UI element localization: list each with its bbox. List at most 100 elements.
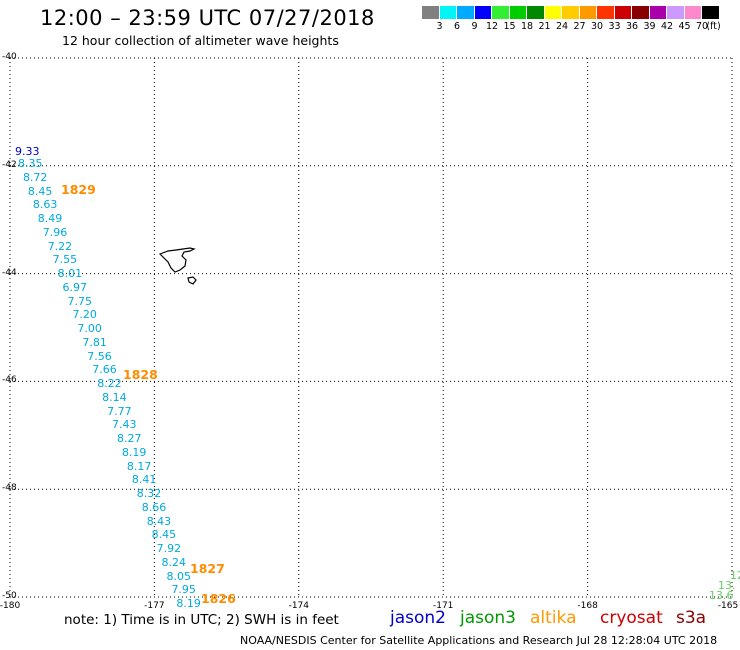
wave-height-value: 7.55 xyxy=(52,253,78,267)
colorbar-swatch xyxy=(649,6,667,19)
wave-height-value: 8.22 xyxy=(97,377,122,390)
time-label: 1826 xyxy=(201,591,236,606)
wave-height-value: 7.00 xyxy=(77,322,102,335)
wave-height-value: 8.32 xyxy=(136,487,162,500)
colorbar-label: 24 xyxy=(555,21,569,32)
colorbar-swatch xyxy=(632,6,650,19)
map-subtitle: 12 hour collection of altimeter wave hei… xyxy=(62,33,339,48)
colorbar-label: 12 xyxy=(485,21,499,32)
longitude-label: -168 xyxy=(577,601,598,611)
latitude-label: -42 xyxy=(2,159,17,170)
colorbar-label: 30 xyxy=(590,21,604,32)
colorbar-label: 15 xyxy=(503,21,516,32)
wave-height-value: 8.24 xyxy=(161,555,187,569)
wave-height-colorbar xyxy=(422,6,720,19)
graticule-grid xyxy=(9,57,733,598)
colorbar-swatch xyxy=(562,6,580,19)
colorbar-swatch xyxy=(474,6,492,19)
wave-height-value: 7.96 xyxy=(42,225,68,239)
wave-height-value: 8.17 xyxy=(126,459,152,473)
wave-height-value: 8.45 xyxy=(151,528,177,542)
longitude-label: -174 xyxy=(288,601,310,611)
wave-height-value: 8.41 xyxy=(131,473,157,487)
wave-height-value: 7.81 xyxy=(82,335,107,349)
colorbar-label: 36 xyxy=(625,21,639,32)
wave-height-value: 8.49 xyxy=(37,212,63,225)
colorbar-swatch xyxy=(667,6,685,19)
note-text: note: 1) Time is in UTC; 2) SWH is in fe… xyxy=(64,612,339,628)
colorbar-label: 9 xyxy=(471,21,478,32)
satellite-legend-item: s3a xyxy=(676,608,707,628)
colorbar-swatch xyxy=(509,6,527,19)
colorbar-swatch xyxy=(684,6,702,19)
colorbar-label: 3 xyxy=(436,21,443,32)
latitude-label: -50 xyxy=(2,591,17,601)
latitude-label: -40 xyxy=(2,52,17,62)
satellite-legend-item: altika xyxy=(530,608,577,628)
longitude-label: -180 xyxy=(0,601,21,611)
wave-height-value: 7.77 xyxy=(107,404,132,418)
time-label: 1828 xyxy=(123,367,158,382)
wave-height-value: 7.43 xyxy=(112,418,137,432)
wave-height-value: 7.56 xyxy=(87,349,112,363)
wave-height-value: 8.66 xyxy=(141,500,167,514)
wave-height-value: 12 xyxy=(730,569,740,582)
satellite-legend-item: jason2 xyxy=(390,608,446,628)
chatham-islands xyxy=(158,247,197,285)
wave-height-value: 13. xyxy=(718,579,736,592)
colorbar-swatch xyxy=(614,6,632,19)
wave-height-value: 7.95 xyxy=(171,583,196,597)
colorbar-label: 42 xyxy=(660,21,674,32)
longitude-label: -165 xyxy=(717,601,739,611)
wave-height-value: 8.27 xyxy=(117,432,142,445)
time-label: 1829 xyxy=(61,182,96,197)
colorbar-swatch xyxy=(457,6,475,19)
wave-height-value: 9.33 xyxy=(15,145,40,158)
map-title: 12:00 – 23:59 UTC 07/27/2018 xyxy=(40,6,375,30)
wave-height-value: 8.43 xyxy=(146,514,172,528)
wave-height-value: 8.35 xyxy=(18,157,43,170)
wave-height-value: 7.92 xyxy=(156,542,182,555)
colorbar-label: 33 xyxy=(608,21,621,32)
time-label: 1827 xyxy=(190,561,225,576)
wave-height-value: 7.20 xyxy=(72,308,97,322)
colorbar-swatch xyxy=(422,6,440,19)
satellite-legend-item: cryosat xyxy=(600,608,663,628)
colorbar-swatch xyxy=(702,6,720,19)
credit-line: NOAA/NESDIS Center for Satellite Applica… xyxy=(240,634,718,647)
colorbar-label: 27 xyxy=(573,21,586,32)
wave-height-value: 8.72 xyxy=(22,170,48,184)
colorbar-label: (ft) xyxy=(706,21,721,32)
longitude-label: -171 xyxy=(432,601,454,611)
colorbar-label: 39 xyxy=(643,21,656,32)
wave-height-value: 13.6 xyxy=(709,589,734,602)
wave-height-value: 8.14 xyxy=(102,390,127,404)
colorbar-label: 18 xyxy=(520,21,534,32)
colorbar-label: 45 xyxy=(678,21,691,32)
colorbar-swatch xyxy=(439,6,457,19)
colorbar-swatch xyxy=(597,6,615,19)
wave-height-value: 7.66 xyxy=(92,363,117,377)
wave-height-value: 7.22 xyxy=(47,239,73,253)
latitude-label: -44 xyxy=(2,267,17,278)
latitude-label: -46 xyxy=(2,375,17,386)
colorbar-swatch xyxy=(527,6,545,19)
wave-height-value: 7.75 xyxy=(67,294,93,308)
colorbar-swatch xyxy=(544,6,562,19)
longitude-label: -177 xyxy=(144,601,165,611)
latitude-label: -48 xyxy=(2,483,17,494)
wave-height-value: 8.45 xyxy=(27,184,53,198)
colorbar-label: 21 xyxy=(538,21,551,32)
colorbar-label: 6 xyxy=(453,21,461,32)
colorbar-swatch xyxy=(492,6,510,19)
colorbar-swatch xyxy=(579,6,597,19)
wave-height-value: 8.01 xyxy=(57,267,83,280)
wave-height-value: 6.97 xyxy=(62,280,88,294)
wave-height-value: 8.19 xyxy=(176,597,201,610)
colorbar-label: 70 xyxy=(695,21,709,32)
wave-height-value: 8.63 xyxy=(32,198,58,212)
wave-height-value: 8.05 xyxy=(166,569,192,583)
wave-height-value: 8.19 xyxy=(121,445,147,459)
satellite-legend-item: jason3 xyxy=(460,608,516,628)
